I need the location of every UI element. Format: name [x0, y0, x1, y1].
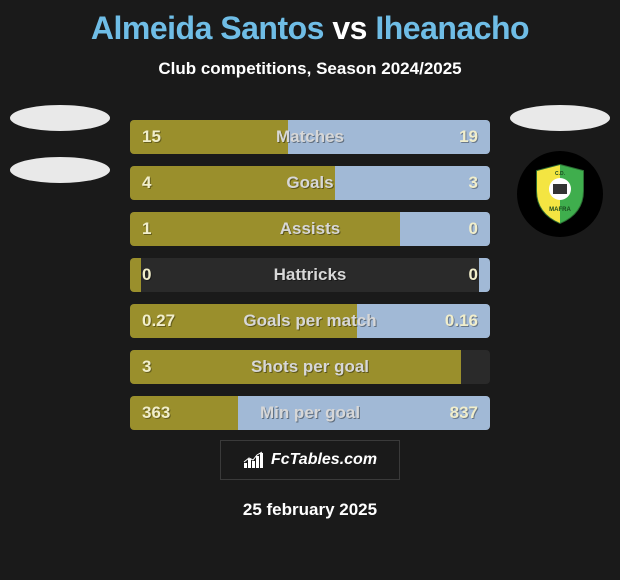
stat-row: 10Assists	[130, 212, 490, 246]
stat-label: Assists	[130, 212, 490, 246]
shield-icon: C.D. MAFRA	[533, 163, 587, 225]
bar-chart-icon	[243, 451, 265, 469]
stat-row: 1519Matches	[130, 120, 490, 154]
stat-label: Min per goal	[130, 396, 490, 430]
stat-label: Shots per goal	[130, 350, 490, 384]
page-title: Almeida Santos vs Iheanacho	[0, 0, 620, 47]
footer-date: 25 february 2025	[0, 500, 620, 520]
player1-club-placeholder	[10, 157, 110, 183]
stat-label: Goals per match	[130, 304, 490, 338]
stat-label: Goals	[130, 166, 490, 200]
player1-photo-placeholder	[10, 105, 110, 131]
vs-text: vs	[332, 10, 367, 46]
stat-row: 363837Min per goal	[130, 396, 490, 430]
stat-row: 3Shots per goal	[130, 350, 490, 384]
player1-avatar-block	[5, 105, 115, 183]
player2-photo-placeholder	[510, 105, 610, 131]
player2-name: Iheanacho	[375, 10, 529, 46]
stat-row: 00Hattricks	[130, 258, 490, 292]
stat-label: Matches	[130, 120, 490, 154]
subtitle: Club competitions, Season 2024/2025	[0, 59, 620, 79]
player2-avatar-block: C.D. MAFRA	[505, 105, 615, 237]
svg-text:MAFRA: MAFRA	[549, 207, 571, 213]
comparison-bars: 1519Matches 43Goals 10Assists 00Hattricks 0.…	[130, 120, 490, 442]
brand-logo[interactable]: FcTables.com	[220, 440, 400, 480]
stat-row: 43Goals	[130, 166, 490, 200]
stat-label: Hattricks	[130, 258, 490, 292]
player1-name: Almeida Santos	[91, 10, 324, 46]
svg-text:C.D.: C.D.	[555, 171, 566, 177]
brand-text: FcTables.com	[271, 451, 377, 469]
stat-row: 0.270.16Goals per match	[130, 304, 490, 338]
player2-club-badge: C.D. MAFRA	[517, 151, 603, 237]
